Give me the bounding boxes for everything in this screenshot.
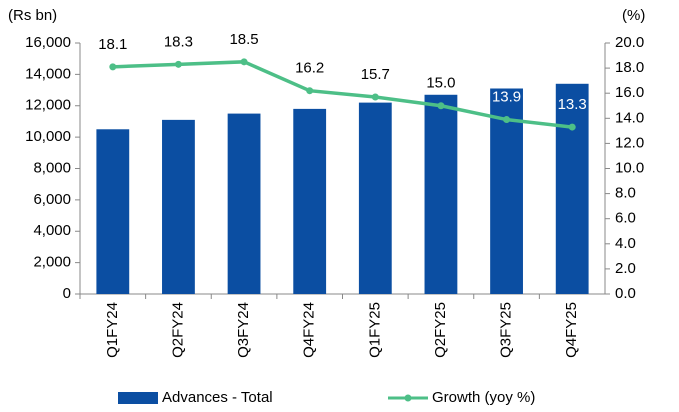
legend-label: Growth (yoy %) [432,389,535,406]
y2-tick-label: 14.0 [615,109,644,126]
x-tick-label: Q1FY24 [104,302,121,358]
data-label: 13.9 [492,89,521,106]
x-tick-label: Q4FY24 [301,302,318,358]
y-tick-label: 8,000 [33,159,71,176]
line-point [568,123,576,131]
bar [555,83,589,294]
y2-tick-label: 18.0 [615,59,644,76]
y2-axis-title: (%) [622,7,645,24]
y2-tick-label: 2.0 [615,260,636,277]
legend-marker [404,394,412,402]
data-label: 13.3 [558,96,587,113]
y2-tick-label: 10.0 [615,159,644,176]
y2-tick-label: 6.0 [615,210,636,227]
legend-swatch [118,392,158,404]
x-tick-label: Q1FY25 [366,302,383,358]
line-point [503,116,511,124]
line-point [174,60,182,68]
y2-tick-label: 12.0 [615,134,644,151]
line-point [109,63,117,71]
y2-tick-label: 20.0 [615,34,644,51]
line-point [371,93,379,101]
bar [424,94,458,294]
y-tick-label: 6,000 [33,191,71,208]
y-tick-label: 14,000 [25,65,71,82]
y2-tick-label: 4.0 [615,235,636,252]
x-tick-label: Q4FY25 [563,302,580,358]
y-tick-label: 4,000 [33,222,71,239]
data-label: 18.1 [98,36,127,53]
data-label: 18.5 [229,31,258,48]
bar [162,119,195,295]
x-tick-label: Q3FY25 [498,302,515,358]
x-tick-label: Q2FY25 [432,302,449,358]
y-tick-label: 10,000 [25,128,71,145]
y-tick-label: 16,000 [25,34,71,51]
bar [227,113,261,294]
x-tick-label: Q2FY24 [169,302,186,358]
line-point [240,58,248,66]
legend-label: Advances - Total [162,389,273,406]
y2-tick-label: 0.0 [615,285,636,302]
bar [293,108,327,294]
data-label: 18.3 [164,33,193,50]
line-point [306,87,314,95]
line-point [437,102,445,110]
y-axis-title: (Rs bn) [8,7,57,24]
line [112,60,573,129]
data-label: 15.0 [426,75,455,92]
y-tick-label: 12,000 [25,97,71,114]
bar [358,102,392,294]
data-label: 16.2 [295,60,324,77]
y2-tick-label: 8.0 [615,185,636,202]
y-tick-label: 2,000 [33,254,71,271]
y-tick-label: 0 [63,285,71,302]
x-tick-label: Q3FY24 [235,302,252,358]
data-label: 15.7 [361,66,390,83]
y2-tick-label: 16.0 [615,84,644,101]
bar [96,129,130,294]
